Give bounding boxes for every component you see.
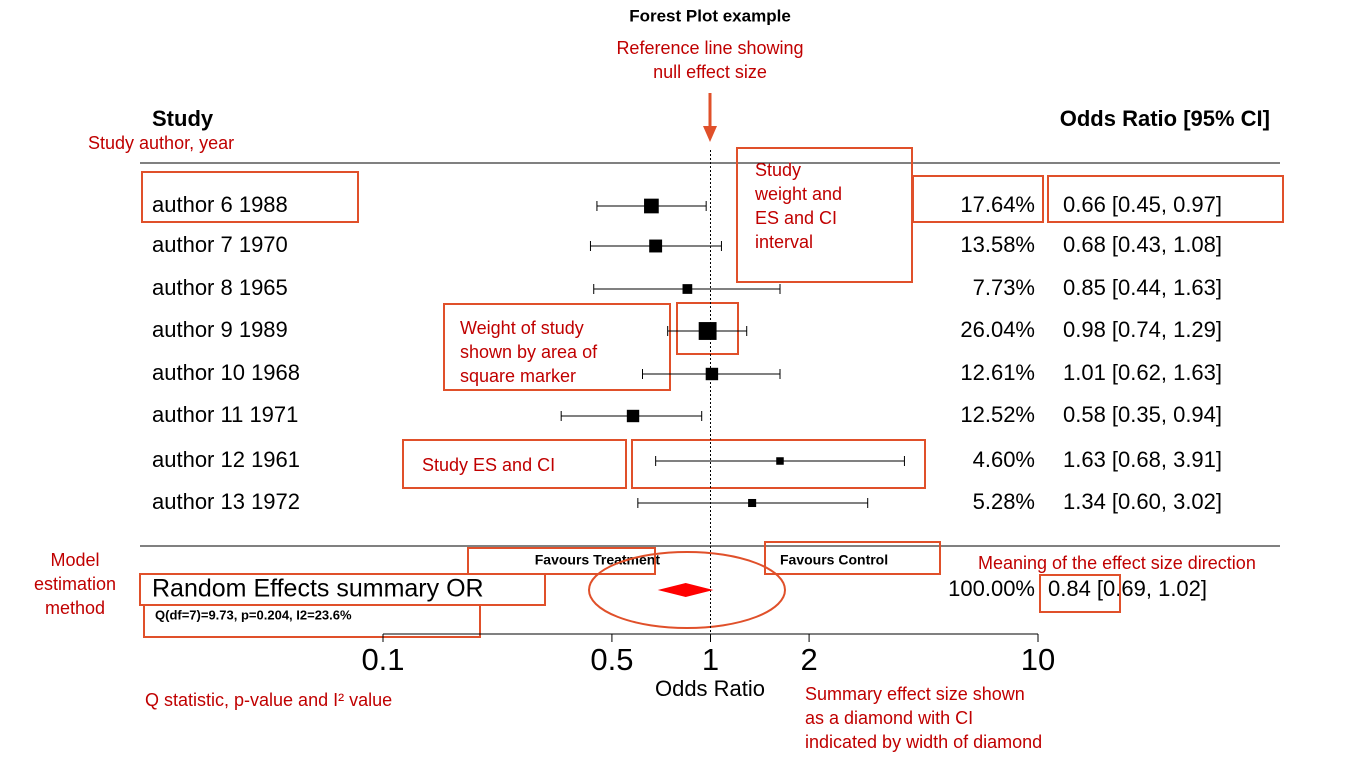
favours-right: Favours Control [780, 552, 888, 568]
estimate-label: 0.98 [0.74, 1.29] [1063, 317, 1222, 342]
study-label: author 10 1968 [152, 360, 300, 385]
annotation: Study ES and CI [422, 453, 555, 477]
annotation: Model estimation method [25, 548, 125, 620]
annotation: Study author, year [88, 131, 234, 155]
study-label: author 13 1972 [152, 489, 300, 514]
study-label: author 12 1961 [152, 447, 300, 472]
annotation: Summary effect size shown as a diamond wi… [805, 682, 1042, 754]
study-header: Study [152, 106, 214, 131]
annotation-line: Study [755, 160, 802, 180]
study-label: author 11 1971 [152, 402, 298, 427]
summary-diamond [657, 583, 714, 597]
box [143, 604, 481, 638]
summary-weight: 100.00% [948, 576, 1035, 601]
box [1039, 574, 1121, 613]
annotation-line: indicated by width of diamond [805, 732, 1043, 752]
study-label: author 9 1989 [152, 317, 288, 342]
study-label: author 7 1970 [152, 232, 288, 257]
x-tick-label: 1 [702, 642, 719, 677]
summary-estimate: 0.84 [0.69, 1.02] [1048, 576, 1207, 601]
estimate-label: 1.63 [0.68, 3.91] [1063, 447, 1222, 472]
x-tick-label: 0.1 [361, 642, 404, 677]
annotation-line: null effect size [653, 62, 767, 82]
estimate-label: 1.01 [0.62, 1.63] [1063, 360, 1222, 385]
weight-label: 13.58% [960, 232, 1035, 257]
x-tick-label: 10 [1021, 642, 1055, 677]
annotation-line: Study author, year [88, 133, 235, 153]
study-marker [682, 284, 693, 294]
box [676, 302, 739, 355]
box [141, 171, 359, 223]
annotation: Reference line showing null effect size [605, 36, 815, 84]
annotation-line: shown by area of [460, 342, 598, 362]
annotation-line: square marker [460, 366, 577, 386]
annotation-line: estimation [33, 574, 117, 594]
weight-label: 5.28% [973, 489, 1035, 514]
annotation-line: Q statistic, p-value and I² value [145, 690, 393, 710]
weight-label: 26.04% [960, 317, 1035, 342]
annotation-line: Meaning of the effect size direction [978, 553, 1256, 573]
annotation-line: Reference line showing [616, 38, 804, 58]
study-marker [649, 239, 663, 253]
annotation: Meaning of the effect size direction [978, 551, 1256, 575]
heterogeneity: Q(df=7)=9.73, p=0.204, I2=23.6% [155, 607, 352, 622]
box [443, 303, 671, 391]
ellipse [588, 551, 786, 629]
box [912, 175, 1044, 223]
study-marker [748, 498, 757, 508]
annotation: Weight of study shown by area of square ma… [460, 316, 597, 388]
x-tick-label: 0.5 [590, 642, 633, 677]
annotation-line: ES and CI [755, 208, 838, 228]
study-marker [698, 322, 717, 340]
weight-label: 7.73% [973, 275, 1035, 300]
estimate-label: 0.66 [0.45, 0.97] [1063, 192, 1222, 217]
estimate-label: 0.58 [0.35, 0.94] [1063, 402, 1222, 427]
annotation-line: Summary effect size shown [805, 684, 1025, 704]
study-label: author 6 1988 [152, 192, 288, 217]
box [402, 439, 627, 489]
x-axis-label: Odds Ratio [655, 676, 765, 701]
summary-name: Random Effects summary OR [152, 575, 484, 603]
study-marker [776, 457, 784, 465]
annotation-line: weight and [755, 184, 843, 204]
annotation-line: method [44, 598, 106, 618]
weight-label: 12.52% [960, 402, 1035, 427]
box [631, 439, 926, 489]
study-marker [705, 367, 719, 381]
estimate-label: 0.68 [0.43, 1.08] [1063, 232, 1222, 257]
study-marker [626, 409, 640, 423]
annotation-line: Weight of study [460, 318, 584, 338]
study-label: author 8 1965 [152, 275, 288, 300]
annotation-line: interval [755, 232, 814, 252]
weight-label: 12.61% [960, 360, 1035, 385]
box [467, 547, 656, 575]
box [764, 541, 941, 575]
estimate-label: 1.34 [0.60, 3.02] [1063, 489, 1222, 514]
estimate-label: 0.85 [0.44, 1.63] [1063, 275, 1222, 300]
weight-label: 4.60% [973, 447, 1035, 472]
weight-label: 17.64% [960, 192, 1035, 217]
estimate-header: Odds Ratio [95% CI] [1060, 106, 1270, 131]
favours-left: Favours Treatment [535, 552, 661, 568]
annotation-line: as a diamond with CI [805, 708, 974, 728]
annotation-line: Model [50, 550, 100, 570]
annotation: Study weight and ES and CI interval [755, 158, 842, 254]
arrow-head [703, 126, 717, 142]
chart-title: Forest Plot example [629, 6, 791, 25]
x-tick-label: 2 [800, 642, 817, 677]
annotation-line: Study ES and CI [422, 455, 556, 475]
box [1047, 175, 1284, 223]
annotation: Q statistic, p-value and I² value [145, 688, 392, 712]
study-marker [644, 198, 659, 214]
